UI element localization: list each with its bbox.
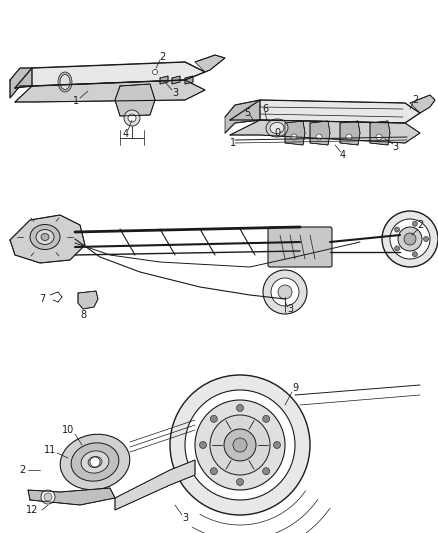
Text: 2: 2 (19, 465, 25, 475)
Polygon shape (230, 120, 420, 143)
Polygon shape (285, 121, 305, 145)
Ellipse shape (71, 443, 119, 481)
Circle shape (398, 227, 422, 251)
Circle shape (263, 270, 307, 314)
Polygon shape (195, 55, 225, 72)
Polygon shape (230, 100, 420, 123)
Polygon shape (15, 62, 205, 88)
Polygon shape (340, 121, 360, 145)
Text: 9: 9 (292, 383, 298, 393)
Ellipse shape (60, 75, 70, 90)
Polygon shape (10, 215, 85, 263)
FancyBboxPatch shape (268, 227, 332, 267)
Circle shape (41, 490, 55, 504)
Circle shape (382, 211, 438, 267)
Text: 4: 4 (123, 129, 129, 139)
Text: 0: 0 (274, 128, 280, 138)
Ellipse shape (60, 434, 130, 490)
Circle shape (404, 233, 416, 245)
Circle shape (170, 375, 310, 515)
Circle shape (210, 467, 217, 475)
Text: 3: 3 (392, 142, 398, 152)
Circle shape (390, 219, 430, 259)
Text: 8: 8 (80, 310, 86, 320)
Polygon shape (310, 121, 330, 145)
Circle shape (195, 400, 285, 490)
Circle shape (346, 134, 352, 140)
Circle shape (185, 390, 295, 500)
Circle shape (210, 415, 270, 475)
Circle shape (316, 134, 322, 140)
Circle shape (395, 227, 399, 232)
Ellipse shape (270, 123, 284, 133)
Text: 3: 3 (182, 513, 188, 523)
Polygon shape (185, 76, 193, 84)
Text: 6: 6 (262, 104, 268, 114)
Polygon shape (160, 76, 168, 84)
Circle shape (233, 438, 247, 452)
Text: 3: 3 (287, 304, 293, 314)
Ellipse shape (30, 224, 60, 249)
Polygon shape (115, 460, 195, 510)
Ellipse shape (88, 456, 102, 467)
Circle shape (376, 134, 382, 140)
Circle shape (413, 252, 417, 257)
Ellipse shape (41, 233, 49, 240)
Circle shape (263, 467, 270, 475)
Circle shape (124, 110, 140, 126)
Ellipse shape (36, 230, 54, 245)
Circle shape (210, 415, 217, 422)
Polygon shape (172, 76, 180, 84)
Polygon shape (15, 80, 205, 102)
Polygon shape (10, 68, 32, 98)
Ellipse shape (81, 451, 109, 473)
Text: 10: 10 (62, 425, 74, 435)
Text: 5: 5 (244, 108, 250, 118)
Circle shape (291, 134, 297, 140)
Text: 7: 7 (39, 294, 45, 304)
Polygon shape (225, 100, 260, 133)
Circle shape (199, 441, 206, 448)
Circle shape (90, 457, 100, 467)
Text: 4: 4 (340, 150, 346, 160)
Circle shape (44, 493, 52, 501)
Text: 12: 12 (26, 505, 38, 515)
Text: 2: 2 (412, 95, 418, 105)
Circle shape (273, 441, 280, 448)
Circle shape (237, 479, 244, 486)
Text: 11: 11 (44, 445, 56, 455)
Polygon shape (115, 84, 155, 116)
Circle shape (413, 221, 417, 227)
Circle shape (395, 246, 399, 251)
Polygon shape (370, 121, 390, 145)
Text: 1: 1 (73, 96, 79, 106)
Circle shape (263, 415, 270, 422)
Circle shape (152, 69, 158, 75)
Polygon shape (78, 291, 98, 309)
Circle shape (224, 429, 256, 461)
Circle shape (237, 405, 244, 411)
Polygon shape (28, 488, 115, 505)
Circle shape (128, 114, 136, 122)
Text: 2: 2 (417, 220, 423, 230)
Text: 3: 3 (172, 88, 178, 98)
Circle shape (271, 278, 299, 306)
Polygon shape (410, 95, 435, 113)
Ellipse shape (266, 119, 288, 137)
Text: 1: 1 (230, 138, 236, 148)
Circle shape (424, 237, 428, 241)
Text: 2: 2 (159, 52, 165, 62)
Circle shape (278, 285, 292, 299)
Ellipse shape (58, 72, 72, 92)
